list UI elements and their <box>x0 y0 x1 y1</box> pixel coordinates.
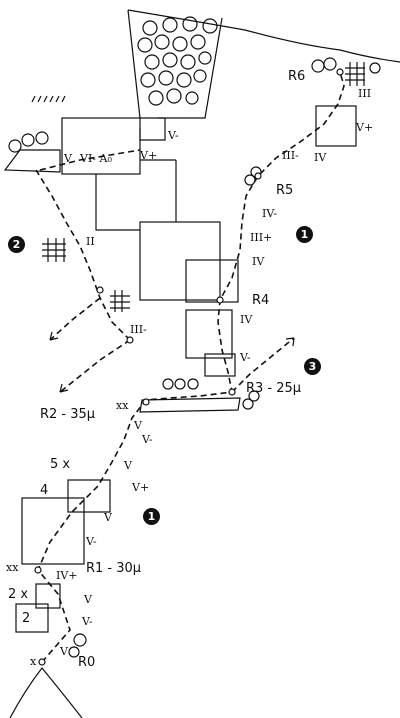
trees-route <box>68 166 262 658</box>
slab-large-middle <box>139 221 221 301</box>
grade-vi-a0: VI- A₀ <box>80 152 112 165</box>
forest-trees <box>137 16 218 106</box>
mark-xx-r2: xx <box>116 399 129 412</box>
station-r3: R3 - 25μ <box>246 381 302 396</box>
mark-2x: 2 x <box>8 587 29 602</box>
base-mound <box>9 667 83 718</box>
grade-r0: V <box>60 645 68 658</box>
mark-5x: 5 x <box>50 457 71 472</box>
grade-iii-minus-left: III- <box>130 323 147 336</box>
grade-v-upper-low: V <box>124 459 132 472</box>
slab-r3-lower <box>204 353 236 377</box>
trees-left <box>8 131 49 153</box>
route-2-branch <box>49 297 101 341</box>
grade-v-mid: V <box>104 511 112 524</box>
grade-ivplus-low: IV+ <box>56 569 78 582</box>
grade-vminus-low2: V- <box>86 535 97 548</box>
slab-column <box>95 159 177 231</box>
arrow-heads <box>49 331 295 393</box>
station-r4: R4 <box>252 293 270 308</box>
slab-top-connector <box>139 117 166 141</box>
mark-4p: 4 <box>40 483 49 498</box>
ledge-r2 <box>139 397 241 413</box>
slab-r3-upper <box>185 309 233 359</box>
route-marker-1-upper: 1 <box>296 226 313 243</box>
slab-r4 <box>185 259 239 303</box>
station-r0: R0 <box>78 655 96 670</box>
grade-iv-minus-r5: IV- <box>262 207 277 220</box>
grade-bottom-vminus: V- <box>82 615 93 628</box>
grade-vplus-mid: V+ <box>132 481 150 494</box>
mark-x-r0: x <box>30 655 37 668</box>
route-marker-2: 2 <box>8 236 25 253</box>
route-2-lower <box>59 339 131 393</box>
slab-lower-big <box>21 497 85 565</box>
grade-iv-r6: IV <box>314 151 327 164</box>
route-top-traverse <box>39 149 141 171</box>
grade-iii-minus-r6: III- <box>282 149 299 162</box>
grade-ii-left: II <box>86 235 95 248</box>
route-marker-3: 3 <box>304 358 321 375</box>
grass-marks <box>31 62 365 312</box>
station-r6: R6 <box>288 69 306 84</box>
grade-vminus-top: V- <box>168 129 179 142</box>
station-r5: R5 <box>276 183 294 198</box>
route-marker-1-lower: 1 <box>143 508 160 525</box>
forest-wedge <box>127 9 223 119</box>
grade-vplus-top: V+ <box>140 149 158 162</box>
mark-2p: 2 <box>22 611 31 626</box>
grade-v-r3a: V- <box>240 351 251 364</box>
top-ledge <box>3 149 61 173</box>
station-r1: R1 - 30μ <box>86 561 142 576</box>
grade-iv-r4a: IV <box>240 313 253 326</box>
route-3-path <box>231 337 295 393</box>
slab-top-left <box>61 117 141 175</box>
slab-lower-small <box>67 479 111 513</box>
route-1-path <box>37 71 345 663</box>
slab-r6 <box>315 105 357 147</box>
grade-vminus-r2: V- <box>142 433 153 446</box>
grade-v-r2: V <box>134 419 142 432</box>
mark-xx-r1: xx <box>6 561 19 574</box>
ridge-line <box>127 9 400 63</box>
trees-r6 <box>311 57 381 74</box>
grade-vplus-r6: V+ <box>356 121 374 134</box>
grade-bottom-v: V <box>84 593 92 606</box>
grade-iii-top: III <box>358 87 372 100</box>
slab-bottom-b <box>15 603 49 633</box>
route-2-path <box>35 169 131 341</box>
station-r2: R2 - 35μ <box>40 407 96 422</box>
belay-rings <box>34 68 344 666</box>
grade-v-top: V <box>64 152 72 165</box>
grade-iii-plus: III+ <box>250 231 273 244</box>
grade-iv-r4b: IV <box>252 255 265 268</box>
